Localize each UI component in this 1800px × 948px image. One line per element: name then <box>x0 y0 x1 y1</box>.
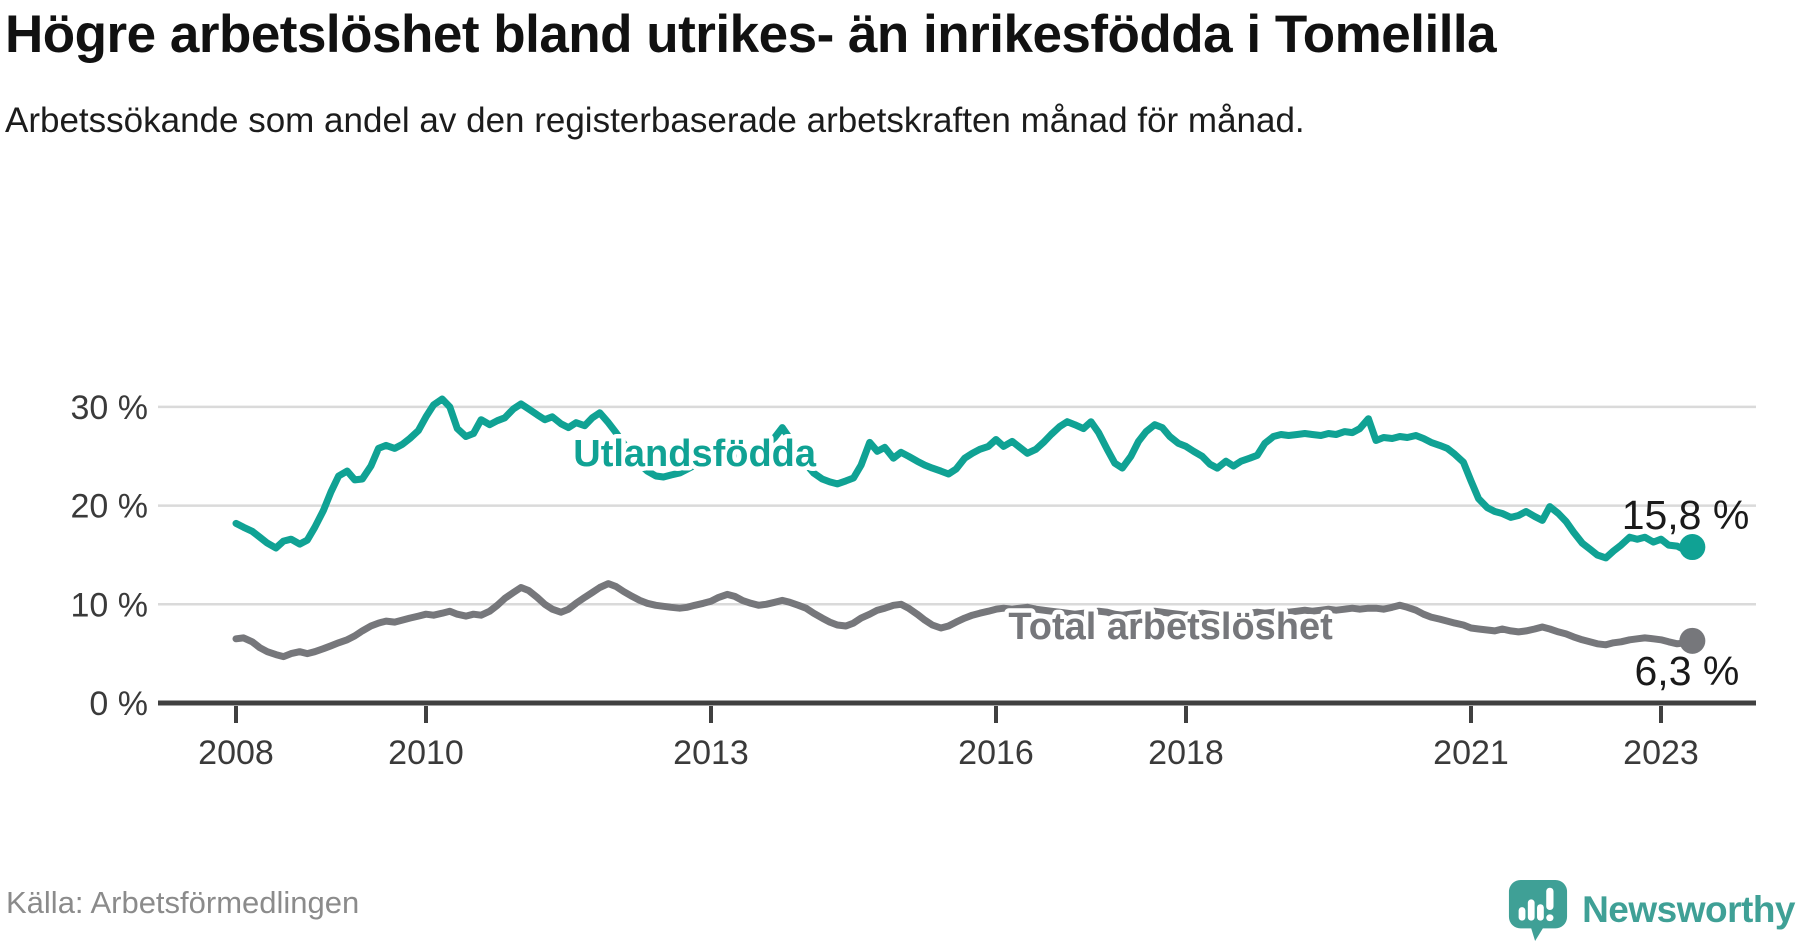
x-tick-label-2016: 2016 <box>958 734 1034 772</box>
newsworthy-logo-icon <box>1509 879 1568 941</box>
x-tick-label-2021: 2021 <box>1433 734 1509 772</box>
end-dot-total-arbetsl-shet <box>1679 627 1706 654</box>
x-tick-label-2018: 2018 <box>1148 734 1224 772</box>
x-tick-label-2013: 2013 <box>673 734 749 772</box>
series-line-utlandsf-dda <box>232 395 1696 562</box>
series-label-utlandsf-dda: Utlandsfödda <box>573 433 817 475</box>
x-tick-label-2008: 2008 <box>198 734 274 772</box>
source-note: Källa: Arbetsförmedlingen <box>6 885 360 920</box>
y-tick-label-30: 30 % <box>71 389 149 427</box>
y-tick-label-10: 10 % <box>71 586 149 624</box>
end-dot-utlandsf-dda <box>1679 534 1706 561</box>
end-value-label-total-arbetsl-shet: 6,3 % <box>1635 648 1740 694</box>
y-tick-label-20: 20 % <box>71 488 149 526</box>
x-tick-label-2010: 2010 <box>388 734 464 772</box>
chart-subtitle: Arbetssökande som andel av den registerb… <box>5 100 1305 140</box>
end-value-label-utlandsf-dda: 15,8 % <box>1622 492 1750 538</box>
brand-name: Newsworthy <box>1582 889 1795 930</box>
header: Högre arbetslöshet bland utrikes- än inr… <box>5 0 1497 144</box>
series-line-total-arbetsl-shet <box>232 580 1696 661</box>
page-title: Högre arbetslöshet bland utrikes- än inr… <box>5 5 1497 64</box>
x-tick-label-2023: 2023 <box>1623 734 1699 772</box>
series-label-total-arbetsl-shet: Total arbetslöshet <box>1008 606 1333 648</box>
brand-footer: Newsworthy <box>1507 878 1795 942</box>
y-tick-label-0: 0 % <box>89 685 148 723</box>
